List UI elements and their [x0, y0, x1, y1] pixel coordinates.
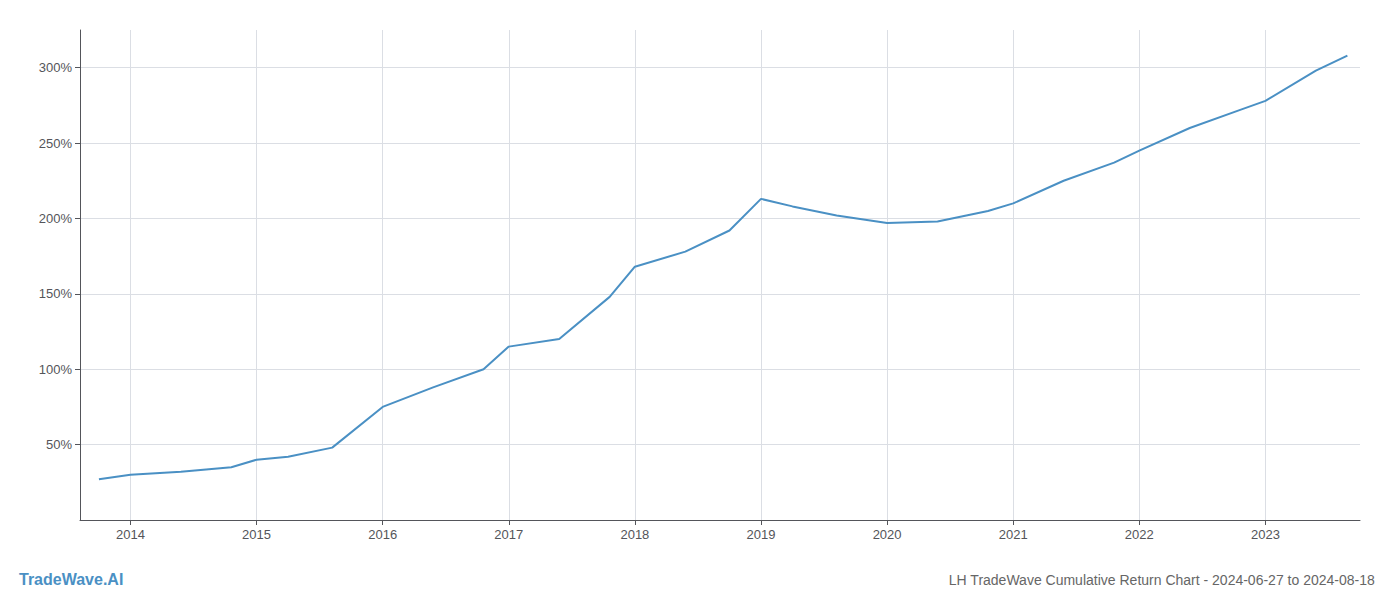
svg-text:2022: 2022 — [1125, 527, 1154, 542]
svg-text:LH TradeWave Cumulative Return: LH TradeWave Cumulative Return Chart - 2… — [949, 572, 1375, 588]
svg-text:2014: 2014 — [116, 527, 145, 542]
svg-text:150%: 150% — [39, 286, 73, 301]
svg-text:2023: 2023 — [1251, 527, 1280, 542]
svg-text:TradeWave.AI: TradeWave.AI — [19, 571, 123, 588]
svg-text:2018: 2018 — [620, 527, 649, 542]
svg-text:250%: 250% — [39, 136, 73, 151]
svg-text:100%: 100% — [39, 362, 73, 377]
svg-text:2021: 2021 — [999, 527, 1028, 542]
svg-text:50%: 50% — [46, 437, 72, 452]
svg-text:2019: 2019 — [747, 527, 776, 542]
svg-text:2017: 2017 — [494, 527, 523, 542]
svg-text:2016: 2016 — [368, 527, 397, 542]
svg-text:2015: 2015 — [242, 527, 271, 542]
svg-text:200%: 200% — [39, 211, 73, 226]
svg-text:300%: 300% — [39, 60, 73, 75]
svg-text:2020: 2020 — [873, 527, 902, 542]
